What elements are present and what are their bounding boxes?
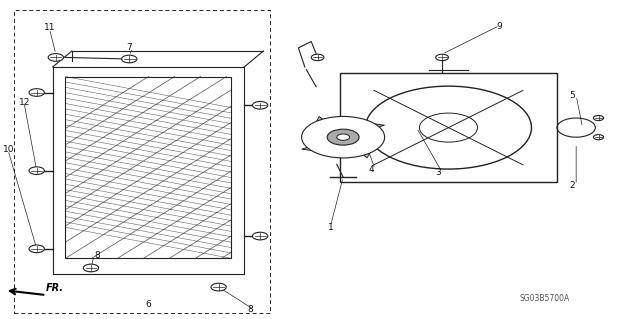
Text: 3: 3 (436, 168, 442, 177)
Circle shape (327, 129, 359, 145)
Bar (65, 77, 232, 258)
Polygon shape (314, 116, 340, 134)
Text: 4: 4 (369, 165, 374, 174)
Circle shape (311, 54, 324, 61)
Circle shape (211, 283, 227, 291)
Text: 8: 8 (248, 305, 253, 314)
Polygon shape (346, 140, 372, 158)
Text: SG03B5700A: SG03B5700A (519, 294, 570, 303)
Circle shape (252, 232, 268, 240)
Text: 7: 7 (126, 43, 132, 52)
Polygon shape (301, 139, 338, 152)
Bar (340, 73, 557, 182)
Circle shape (593, 115, 604, 121)
Circle shape (48, 54, 63, 61)
Text: 12: 12 (19, 98, 30, 107)
Circle shape (122, 55, 137, 63)
Text: 8: 8 (95, 251, 100, 260)
Text: 10: 10 (3, 145, 14, 154)
Text: 2: 2 (570, 181, 575, 189)
Circle shape (252, 101, 268, 109)
Polygon shape (349, 123, 385, 136)
Circle shape (593, 135, 604, 140)
Text: 6: 6 (145, 300, 151, 309)
Circle shape (301, 116, 385, 158)
Text: 5: 5 (570, 91, 575, 100)
Text: 9: 9 (497, 22, 502, 31)
Circle shape (83, 264, 99, 272)
Circle shape (436, 54, 449, 61)
Circle shape (337, 134, 349, 140)
Text: 11: 11 (44, 23, 56, 32)
Text: 1: 1 (328, 223, 333, 232)
Circle shape (29, 89, 44, 96)
Circle shape (29, 167, 44, 174)
Circle shape (29, 245, 44, 253)
Text: FR.: FR. (46, 284, 64, 293)
